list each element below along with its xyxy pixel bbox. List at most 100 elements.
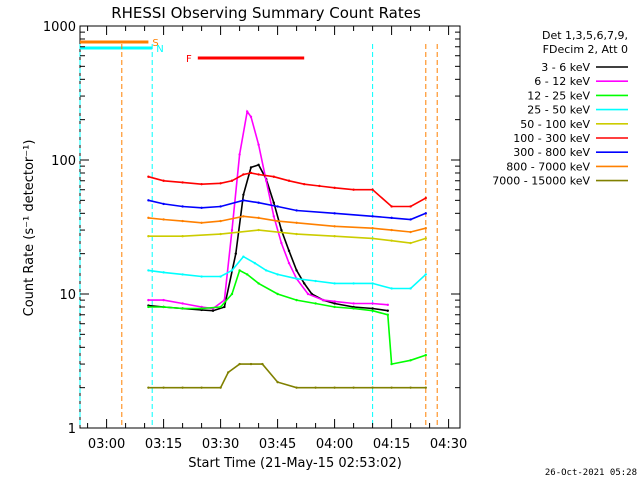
y-tick-label: 1 [68, 422, 76, 437]
series-point-6 [162, 179, 165, 182]
series-point-4 [200, 275, 203, 278]
series-point-2 [147, 298, 150, 302]
series-point-4 [390, 287, 393, 290]
series-point-3 [230, 292, 234, 296]
series-point-9 [249, 362, 253, 366]
flag-label-f: F [186, 54, 192, 65]
series-point-9 [162, 386, 165, 389]
series-point-2 [257, 143, 260, 146]
series-line-5 [148, 229, 427, 244]
series-point-5 [257, 228, 260, 232]
series-point-2 [272, 215, 275, 218]
plot-area: SN F [79, 25, 461, 429]
series-point-4 [162, 271, 165, 274]
series-point-8 [371, 226, 374, 230]
series-point-6 [371, 188, 374, 191]
series-point-6 [200, 182, 203, 186]
series-point-2 [287, 261, 291, 265]
series-point-3 [147, 305, 150, 309]
x-tick-label: 03:15 [145, 437, 182, 452]
series-point-5 [390, 239, 393, 242]
series-point-1 [303, 282, 306, 285]
series-point-7 [409, 218, 412, 221]
series-point-6 [147, 175, 150, 178]
series-line-7 [148, 199, 427, 221]
series-point-6 [230, 179, 234, 182]
series-point-6 [219, 182, 222, 185]
legend-label-3: 12 - 25 keV [527, 89, 590, 102]
series-point-2 [280, 241, 283, 245]
series-point-1 [257, 163, 260, 167]
series-point-2 [333, 300, 336, 303]
series-point-3 [371, 309, 374, 312]
series-point-7 [390, 216, 393, 220]
series-point-4 [181, 273, 184, 276]
series-point-5 [409, 241, 412, 245]
series-point-2 [162, 298, 165, 302]
series-point-1 [386, 309, 389, 312]
series-point-3 [314, 302, 317, 305]
series-point-3 [181, 307, 184, 310]
series-point-2 [246, 110, 249, 113]
series-point-1 [242, 193, 245, 196]
series-point-4 [276, 273, 279, 276]
series-point-2 [352, 302, 355, 305]
y-tick-label: 100 [51, 154, 76, 169]
series-point-5 [219, 232, 222, 236]
series-point-8 [219, 219, 222, 223]
series-point-7 [200, 206, 203, 209]
legend: Det 1,3,5,6,7,9, FDecim 2, Att 0 3 - 6 k… [492, 29, 628, 188]
series-point-2 [386, 303, 389, 307]
series-point-8 [147, 216, 150, 220]
series-point-7 [276, 205, 279, 208]
series-point-9 [295, 386, 298, 389]
series-point-2 [306, 292, 310, 296]
series-point-6 [352, 188, 355, 191]
legend-label-9: 7000 - 15000 keV [492, 175, 590, 188]
y-axis: 1 10 100 1000 [43, 20, 460, 437]
series-point-6 [287, 179, 291, 182]
legend-label-4: 25 - 50 keV [527, 104, 590, 117]
series-point-9 [147, 386, 150, 389]
series-point-1 [211, 309, 215, 312]
series-point-9 [276, 380, 279, 384]
series-point-9 [238, 362, 241, 366]
series-point-6 [257, 173, 260, 176]
series-point-5 [333, 234, 336, 238]
series-point-6 [303, 182, 306, 186]
series-point-9 [371, 386, 374, 389]
series-point-3 [162, 305, 165, 309]
series-line-8 [148, 215, 426, 233]
y-tick-label: 1000 [43, 20, 76, 35]
series-point-5 [424, 237, 427, 240]
series-point-3 [352, 307, 355, 310]
x-tick-label: 03:30 [202, 437, 239, 452]
flag-label-n: N [156, 44, 163, 55]
series-point-3 [386, 313, 389, 316]
series-point-2 [322, 298, 325, 302]
series-point-3 [219, 305, 222, 309]
series-point-5 [295, 232, 298, 236]
series-point-9 [314, 386, 317, 389]
series-point-8 [200, 221, 203, 224]
series-point-1 [287, 249, 291, 253]
series-point-7 [219, 205, 222, 208]
series-point-9 [424, 386, 427, 389]
series-point-3 [200, 307, 203, 310]
series-point-4 [295, 277, 298, 280]
series-line-2 [148, 109, 388, 310]
series-point-6 [409, 205, 412, 208]
series-point-1 [295, 269, 298, 272]
series-point-7 [147, 199, 150, 202]
series-point-6 [272, 175, 275, 178]
series-line-3 [148, 269, 427, 366]
x-axis-label: Start Time (21-May-15 02:53:02) [188, 456, 402, 471]
flag-label-s: S [152, 38, 158, 49]
series-point-8 [333, 225, 336, 228]
series-point-8 [242, 215, 245, 218]
series-line-4 [148, 255, 427, 290]
series-point-6 [333, 186, 336, 190]
series-point-3 [276, 292, 279, 296]
series-point-4 [333, 282, 336, 285]
series-point-8 [162, 218, 165, 221]
